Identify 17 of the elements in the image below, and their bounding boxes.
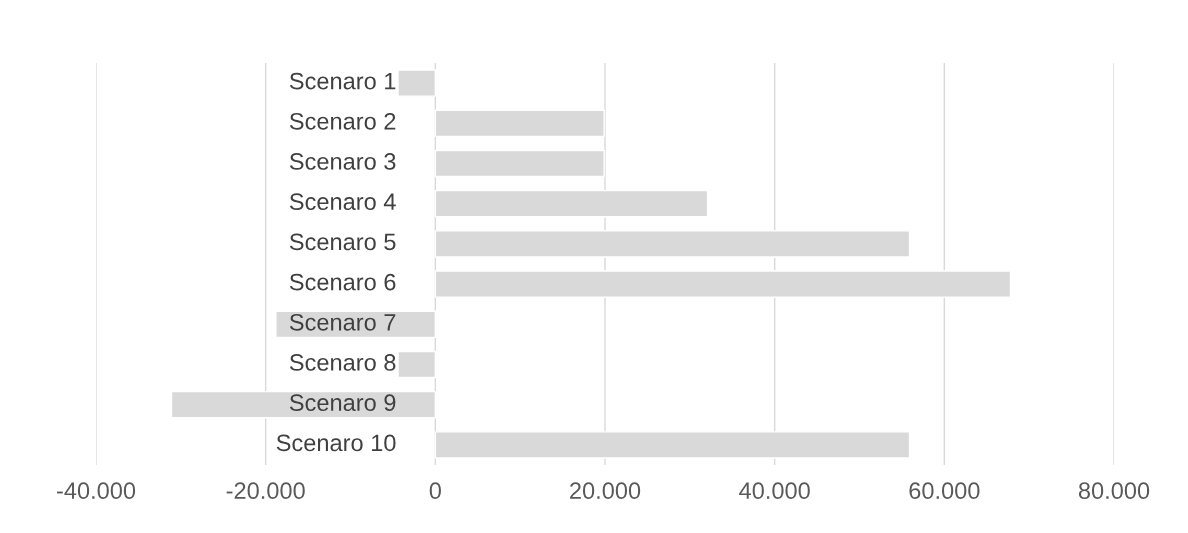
y-tick-label: Scenaro 4 <box>289 193 396 211</box>
x-tick-label: -40.000 <box>57 482 136 500</box>
y-tick-label: Scenaro 7 <box>289 313 396 331</box>
y-tick-label: Scenaro 5 <box>289 233 396 251</box>
y-tick-label: Scenaro 8 <box>289 354 396 371</box>
x-tick-label: 80.000 <box>1078 482 1150 500</box>
y-tick-label: Scenaro 6 <box>289 273 396 291</box>
x-tick-label: -20.000 <box>226 482 305 500</box>
x-tick-label: 40.000 <box>739 482 810 500</box>
y-tick-label: Scenaro 10 <box>276 434 396 452</box>
y-tick-label: Scenaro 3 <box>289 153 396 170</box>
y-tick-label: Scenaro 9 <box>289 394 396 412</box>
x-tick-label: 0 <box>429 482 441 500</box>
x-tick-label: 20.000 <box>570 482 641 500</box>
y-tick-label: Scenaro 1 <box>289 72 396 90</box>
y-tick-label: Scenaro 2 <box>289 112 396 130</box>
x-tick-label: 60.000 <box>909 482 980 500</box>
